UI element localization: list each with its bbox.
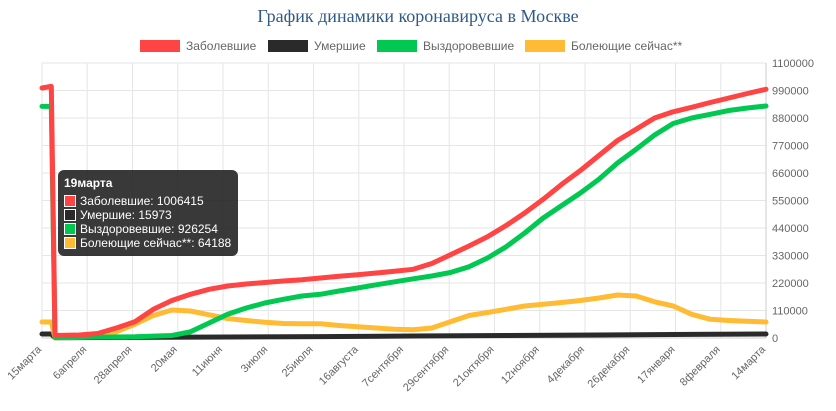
y-tick-label: 330000 <box>772 251 809 263</box>
series-line-1 <box>39 83 769 338</box>
x-tick-label: 14марта <box>729 343 768 382</box>
x-tick-label: 3июля <box>239 344 271 376</box>
series-line-3 <box>39 103 769 340</box>
chart-title: График динамики коронавируса в Москве <box>257 6 579 26</box>
y-tick-label: 880000 <box>772 113 809 125</box>
x-tick-label: 26декабря <box>586 344 633 391</box>
x-tick-label: 6апреля <box>51 344 90 383</box>
legend-item-active[interactable]: Болеющие сейчас** <box>525 36 682 56</box>
tooltip-title: 19марта <box>64 176 113 190</box>
legend-label-infected: Заболевшие <box>186 39 257 53</box>
legend: Заболевшие Умершие Выздоровевшие Болеющи… <box>0 36 836 56</box>
y-tick-label: 770000 <box>772 141 809 153</box>
legend-swatch-deaths <box>268 40 308 52</box>
tooltip-text-infected: Заболевшие: 1006415 <box>80 194 204 208</box>
legend-item-infected[interactable]: Заболевшие <box>140 36 256 56</box>
x-tick-label: 25июля <box>280 344 316 380</box>
tooltip-row-deaths: Умершие: 15973 <box>64 208 172 222</box>
legend-swatch-active <box>525 40 565 52</box>
x-tick-label: 20мая <box>149 344 180 375</box>
y-tick-label: 990000 <box>772 86 809 98</box>
y-tick-label: 550000 <box>772 196 809 208</box>
x-tick-label: 28апреля <box>92 344 135 387</box>
y-tick-label: 0 <box>772 333 778 345</box>
x-tick-label: 8февраля <box>678 344 723 389</box>
tooltip-swatch-deaths <box>64 209 76 221</box>
x-tick-label: 29сентября <box>401 344 451 394</box>
legend-label-deaths: Умершие <box>314 39 366 53</box>
tooltip-row-recovered: Выздоровевшие: 926254 <box>64 222 218 236</box>
tooltip-row-infected: Заболевшие: 1006415 <box>64 194 204 208</box>
x-tick-label: 16августа <box>317 343 362 388</box>
x-tick-label: 11июня <box>190 344 225 379</box>
x-tick-label: 17января <box>635 344 677 386</box>
tooltip-swatch-active <box>64 237 76 249</box>
tooltip-text-deaths: Умершие: 15973 <box>80 208 172 222</box>
tooltip-swatch-infected <box>64 195 76 207</box>
legend-swatch-infected <box>140 40 180 52</box>
y-tick-label: 660000 <box>772 168 809 180</box>
tooltip-text-recovered: Выздоровевшие: 926254 <box>80 222 218 236</box>
legend-item-recovered[interactable]: Выздоровевшие <box>377 36 514 56</box>
tooltip-swatch-recovered <box>64 223 76 235</box>
tooltip: 19марта Заболевшие: 1006415 Умершие: 159… <box>58 170 238 256</box>
series-line-4 <box>39 292 769 341</box>
x-tick-label: 15марта <box>5 343 44 382</box>
y-tick-label: 220000 <box>772 278 809 290</box>
x-tick-label: 12ноября <box>499 344 542 387</box>
tooltip-row-active: Болеющие сейчас**: 64188 <box>64 236 231 250</box>
y-tick-label: 1100000 <box>772 58 814 70</box>
y-tick-label: 110000 <box>772 306 808 318</box>
y-tick-label: 440000 <box>772 223 809 235</box>
x-tick-label: 21октября <box>451 344 497 390</box>
legend-label-recovered: Выздоровевшие <box>423 39 515 53</box>
x-tick-label: 7сентября <box>360 344 406 390</box>
legend-swatch-recovered <box>377 40 417 52</box>
tooltip-text-active: Болеющие сейчас**: 64188 <box>80 236 232 250</box>
legend-label-active: Болеющие сейчас** <box>571 39 683 53</box>
legend-item-deaths[interactable]: Умершие <box>268 36 366 56</box>
x-tick-label: 4декабря <box>545 344 588 387</box>
